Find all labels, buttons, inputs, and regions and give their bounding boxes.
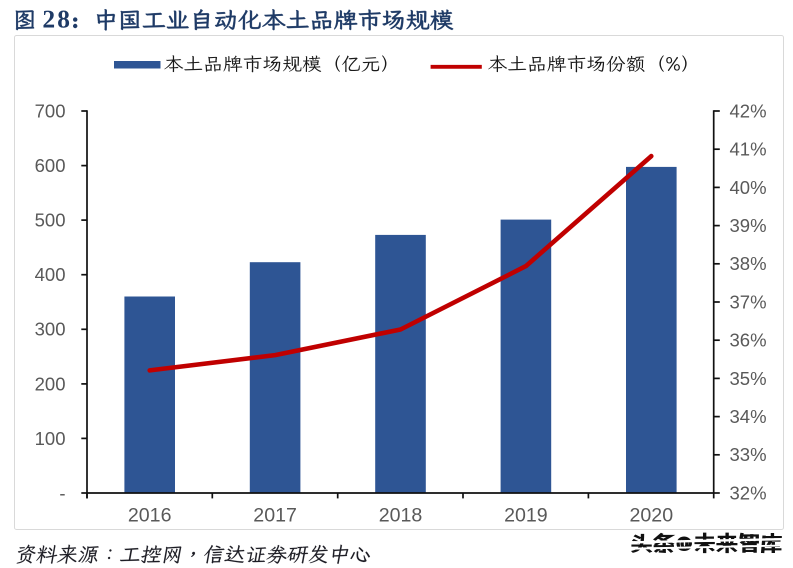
svg-text:37%: 37% [730,291,767,312]
svg-text:400: 400 [35,264,66,285]
svg-text:39%: 39% [730,215,767,236]
svg-text:300: 300 [35,319,66,340]
svg-text:2019: 2019 [504,504,548,526]
svg-text:32%: 32% [730,482,767,503]
svg-text:36%: 36% [730,330,767,351]
svg-text:200: 200 [35,373,66,394]
svg-text:35%: 35% [730,368,767,389]
svg-text:2016: 2016 [128,504,172,526]
svg-text:40%: 40% [730,177,767,198]
svg-text:500: 500 [35,210,66,231]
svg-text:2017: 2017 [253,504,297,526]
svg-text:2018: 2018 [379,504,423,526]
svg-text:700: 700 [35,100,66,121]
svg-text:38%: 38% [730,253,767,274]
svg-text:2020: 2020 [630,504,674,526]
svg-text:34%: 34% [730,406,767,427]
svg-text:42%: 42% [730,100,767,121]
svg-text:41%: 41% [730,139,767,160]
svg-text:-: - [59,482,65,503]
svg-text:600: 600 [35,155,66,176]
svg-text:100: 100 [35,428,66,449]
svg-text:33%: 33% [730,444,767,465]
